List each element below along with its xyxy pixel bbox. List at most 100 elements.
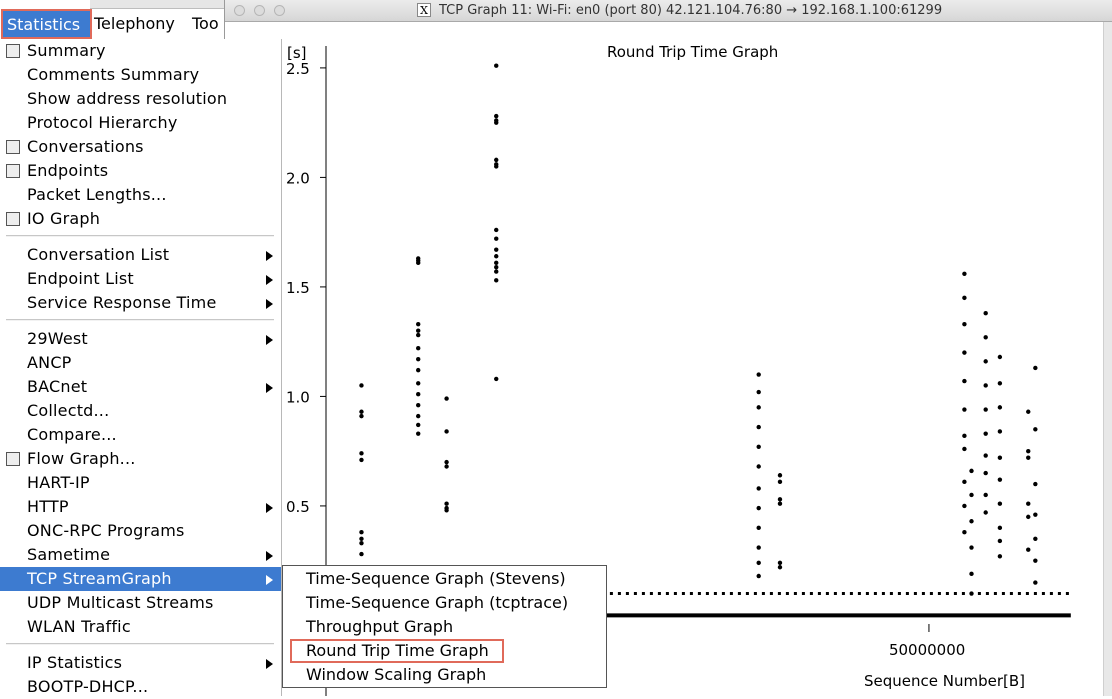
rtt-point: [416, 321, 421, 327]
menu-item-show-address-resolution[interactable]: Show address resolution: [0, 87, 281, 111]
rtt-point: [1033, 536, 1038, 541]
rtt-point: [1033, 512, 1038, 517]
menu-item-wlan-traffic[interactable]: WLAN Traffic: [0, 615, 281, 639]
submenu-arrow-icon: [266, 575, 273, 585]
rtt-point: [359, 409, 364, 414]
close-window-button[interactable]: [234, 5, 245, 16]
rtt-point: [1026, 514, 1031, 520]
menu-item-label: IP Statistics: [27, 653, 123, 672]
rtt-point: [983, 431, 988, 436]
rtt-point: [494, 227, 499, 233]
rtt-point: [494, 113, 499, 119]
y-tick-label: 2.5: [286, 60, 310, 78]
rtt-point: [983, 492, 988, 498]
menu-item-label: HART-IP: [27, 473, 90, 492]
rtt-point: [494, 265, 499, 270]
rtt-point: [997, 477, 1003, 482]
y-axis-label: [s]: [287, 44, 307, 62]
submenu-item-throughput-graph[interactable]: Throughput Graph: [306, 617, 454, 636]
rtt-point: [756, 545, 761, 550]
menu-item-sametime[interactable]: Sametime: [0, 543, 281, 567]
summary-icon: [6, 44, 20, 58]
menu-item-label: WLAN Traffic: [27, 617, 131, 636]
rtt-point: [756, 464, 761, 469]
rtt-point: [494, 157, 499, 163]
rtt-point: [494, 254, 499, 259]
menu-item-collectd[interactable]: Collectd...: [0, 399, 281, 423]
menu-item-tcp-streamgraph[interactable]: TCP StreamGraph: [0, 567, 281, 591]
menu-item-label: Packet Lengths...: [27, 185, 167, 204]
menu-tools[interactable]: Too: [192, 14, 219, 33]
rtt-point: [983, 407, 988, 412]
rtt-plot: [s] Round Trip Time Graph Sequence Numbe…: [286, 43, 1071, 696]
rtt-point: [962, 295, 967, 301]
rtt-point: [416, 367, 421, 373]
rtt-point: [359, 451, 364, 456]
rtt-point: [1026, 547, 1031, 552]
rtt-point: [997, 381, 1003, 386]
rtt-point: [444, 396, 449, 401]
menu-item-summary[interactable]: Summary: [0, 39, 281, 63]
rtt-point: [416, 422, 421, 428]
menu-item-ip-statistics[interactable]: IP Statistics: [0, 651, 281, 675]
menu-item-label: Show address resolution: [27, 89, 228, 108]
rtt-point: [777, 497, 783, 502]
maximize-window-button[interactable]: [274, 5, 285, 16]
menu-item-bootp-dhcp[interactable]: BOOTP-DHCP...: [0, 675, 281, 699]
rtt-point: [983, 510, 988, 515]
rtt-point: [416, 381, 421, 386]
menu-item-label: TCP StreamGraph: [27, 569, 172, 588]
rtt-point: [444, 429, 449, 434]
menu-item-ancp[interactable]: ANCP: [0, 351, 281, 375]
menu-item-http[interactable]: HTTP: [0, 495, 281, 519]
menu-item-protocol-hierarchy[interactable]: Protocol Hierarchy: [0, 111, 281, 135]
menu-separator: [6, 643, 274, 645]
x11-logo-icon: X: [417, 3, 431, 17]
rtt-point: [494, 164, 499, 169]
submenu-item-time-sequence-graph-tcptrace[interactable]: Time-Sequence Graph (tcptrace): [306, 593, 569, 612]
menu-item-flow-graph[interactable]: Flow Graph...: [0, 447, 281, 471]
submenu-item-round-trip-time-graph[interactable]: Round Trip Time Graph: [290, 639, 504, 663]
menu-item-label: Compare...: [27, 425, 117, 444]
rtt-point: [494, 120, 499, 125]
rtt-point: [444, 501, 449, 506]
rtt-point: [1033, 481, 1038, 487]
menu-item-label: BACnet: [27, 377, 88, 396]
submenu-item-time-sequence-graph-stevens[interactable]: Time-Sequence Graph (Stevens): [306, 569, 566, 588]
submenu-arrow-icon: [266, 335, 273, 345]
y-tick-label: 2.0: [286, 169, 310, 187]
menu-item-service-response-time[interactable]: Service Response Time: [0, 291, 281, 315]
menu-item-29west[interactable]: 29West: [0, 327, 281, 351]
conversations-icon: [6, 140, 20, 154]
menu-item-label: ONC-RPC Programs: [27, 521, 185, 540]
menu-item-compare[interactable]: Compare...: [0, 423, 281, 447]
graph-window-titlebar[interactable]: X TCP Graph 11: Wi-Fi: en0 (port 80) 42.…: [225, 0, 1112, 22]
rtt-point: [494, 278, 499, 283]
submenu-item-window-scaling-graph[interactable]: Window Scaling Graph: [306, 665, 487, 684]
rtt-point: [444, 459, 449, 465]
menu-item-udp-multicast-streams[interactable]: UDP Multicast Streams: [0, 591, 281, 615]
menu-item-bacnet[interactable]: BACnet: [0, 375, 281, 399]
menu-item-onc-rpc-programs[interactable]: ONC-RPC Programs: [0, 519, 281, 543]
rtt-point: [494, 247, 499, 252]
menu-telephony[interactable]: Telephony: [94, 14, 175, 33]
minimize-window-button[interactable]: [254, 5, 265, 16]
rtt-point: [444, 464, 449, 469]
menu-item-packet-lengths[interactable]: Packet Lengths...: [0, 183, 281, 207]
menu-item-endpoint-list[interactable]: Endpoint List: [0, 267, 281, 291]
menu-item-label: Protocol Hierarchy: [27, 113, 178, 132]
menu-statistics[interactable]: Statistics: [1, 9, 92, 39]
menu-item-conversation-list[interactable]: Conversation List: [0, 243, 281, 267]
rtt-point: [359, 540, 364, 546]
menu-item-hart-ip[interactable]: HART-IP: [0, 471, 281, 495]
menu-item-label: Sametime: [27, 545, 111, 564]
rtt-point: [1026, 501, 1031, 506]
rtt-point: [962, 378, 967, 384]
menu-item-endpoints[interactable]: Endpoints: [0, 159, 281, 183]
menu-item-comments-summary[interactable]: Comments Summary: [0, 63, 281, 87]
menu-item-label: Endpoint List: [27, 269, 134, 288]
menu-item-io-graph[interactable]: IO Graph: [0, 207, 281, 231]
rtt-point: [969, 571, 974, 577]
graph-window-title: TCP Graph 11: Wi-Fi: en0 (port 80) 42.12…: [439, 3, 943, 18]
menu-item-conversations[interactable]: Conversations: [0, 135, 281, 159]
